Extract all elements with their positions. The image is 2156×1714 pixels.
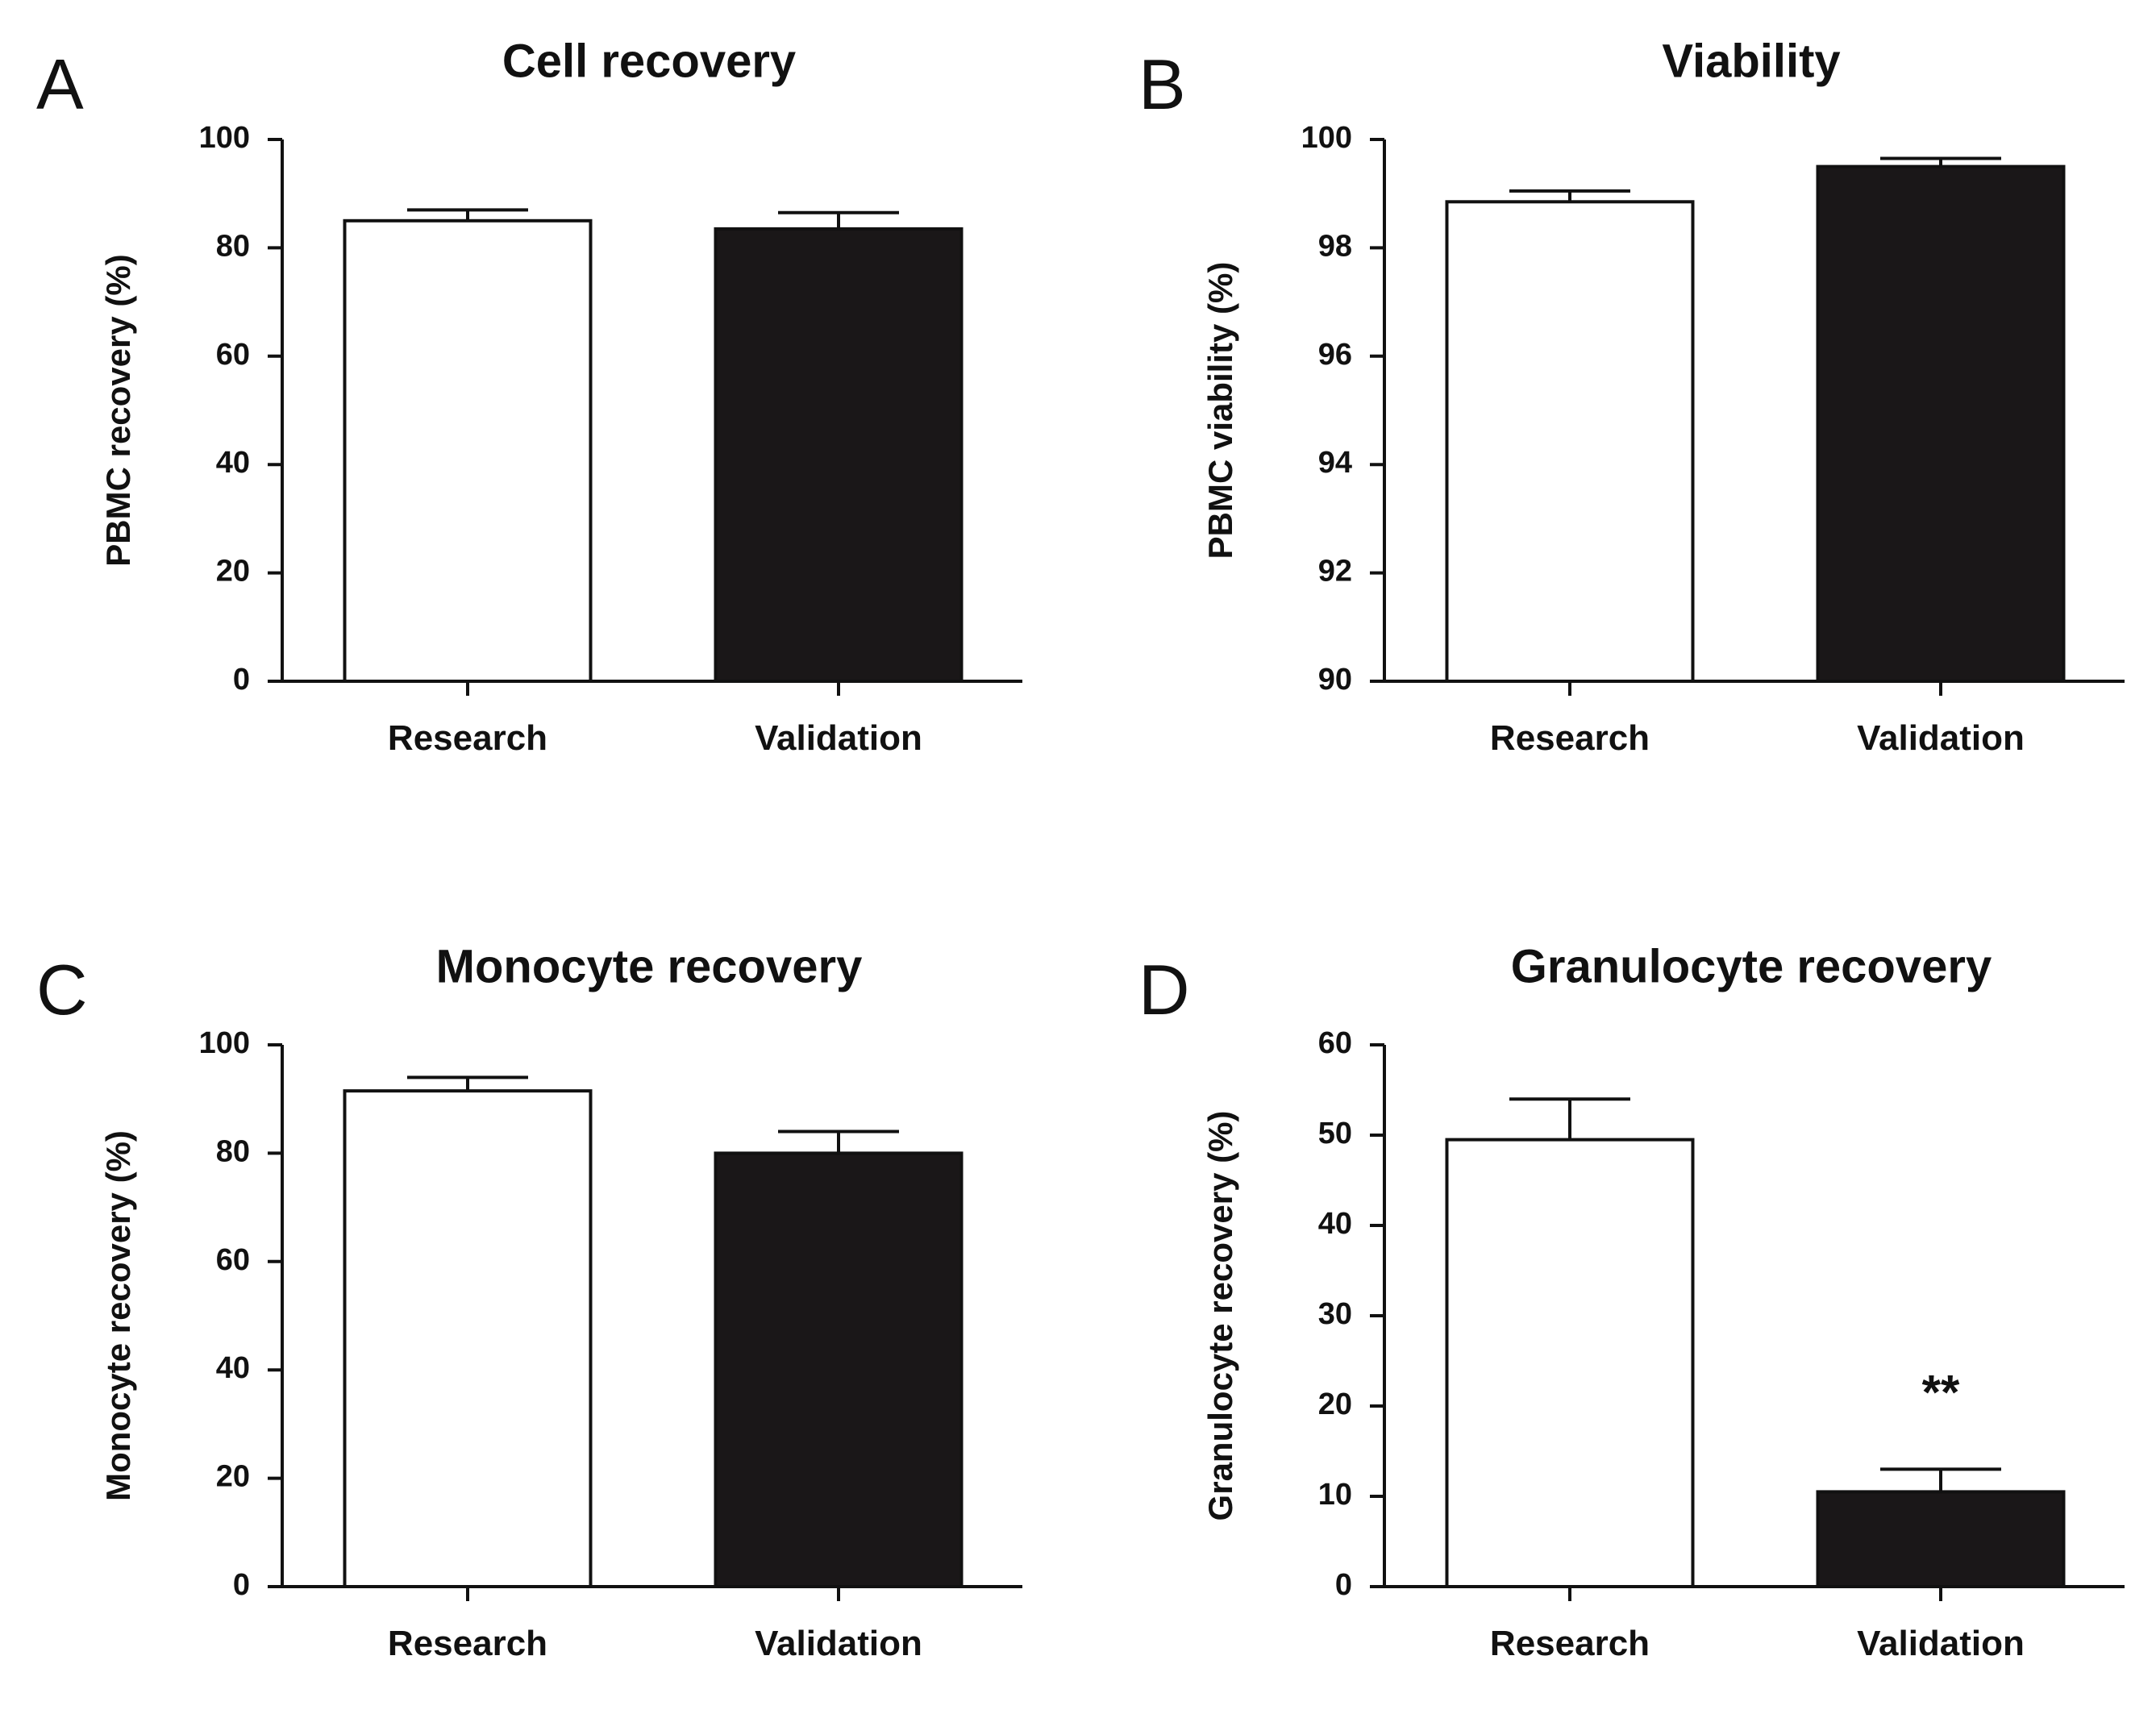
y-tick-label: 98 [1318,229,1352,263]
y-tick-label: 92 [1318,555,1352,589]
y-tick-label: 20 [216,555,250,589]
y-tick-label: 100 [199,121,250,155]
bar-research [1445,1138,1695,1589]
x-tick-label: Research [388,718,547,758]
x-tick-label: Research [1490,718,1650,758]
bar-validation [1816,164,2066,684]
x-tick-label: Research [1490,1624,1650,1663]
y-tick-label: 40 [216,1351,250,1385]
bar-research [343,218,593,683]
chart-title: Cell recovery [502,35,796,87]
y-axis-label: PBMC viability (%) [1201,262,1239,560]
y-tick-label: 20 [216,1460,250,1494]
y-tick-label: 0 [233,663,250,697]
y-tick-label: 80 [216,1134,250,1168]
x-tick-label: Validation [755,718,922,758]
y-tick-label: 60 [216,1243,250,1277]
y-axis-label: Monocyte recovery (%) [99,1130,137,1501]
x-tick-label: Validation [755,1624,922,1663]
chart-title: Monocyte recovery [436,940,863,992]
chart-panel-d: D Granulocyte recovery Granulocyte recover… [1138,940,2125,1663]
y-tick-label: 60 [1318,1026,1352,1060]
chart-title: Viability [1662,35,1840,87]
y-tick-label: 40 [216,446,250,480]
panel-letter: B [1138,44,1186,124]
y-axis-label: PBMC recovery (%) [99,254,137,566]
panel-letter: C [36,950,88,1030]
bar-research [343,1089,593,1588]
y-tick-label: 30 [1318,1297,1352,1331]
y-tick-label: 10 [1318,1478,1352,1512]
y-tick-label: 50 [1318,1117,1352,1150]
x-tick-label: Validation [1857,1624,2025,1663]
y-tick-label: 20 [1318,1387,1352,1421]
panel-letter: D [1138,950,1190,1030]
bar-research [1445,200,1695,683]
bar-validation [1816,1490,2066,1589]
chart-panel-c: C Monocyte recovery Monocyte recovery (%) 0… [36,940,1022,1663]
y-tick-label: 100 [199,1026,250,1060]
x-tick-label: Validation [1857,718,2025,758]
y-tick-label: 60 [216,338,250,372]
y-tick-label: 94 [1318,446,1352,480]
bar-validation [714,227,964,683]
x-tick-label: Research [388,1624,547,1663]
y-tick-label: 96 [1318,338,1352,372]
chart-panel-a: A Cell recovery PBMC recovery (%) 0 20 40 60 80… [36,35,1022,758]
y-tick-label: 90 [1318,663,1352,697]
chart-panel-b: B Viability PBMC viability (%) 90 92 94 96 98 10… [1138,35,2125,758]
y-tick-label: 40 [1318,1207,1352,1241]
y-tick-label: 0 [1335,1568,1352,1602]
y-axis-label: Granulocyte recovery (%) [1201,1111,1239,1521]
y-tick-label: 0 [233,1568,250,1602]
chart-title: Granulocyte recovery [1511,940,1992,992]
y-tick-label: 100 [1301,121,1352,155]
significance-annotation: ** [1922,1365,1960,1419]
y-tick-label: 80 [216,229,250,263]
bar-validation [714,1151,964,1588]
panel-letter: A [36,44,84,124]
